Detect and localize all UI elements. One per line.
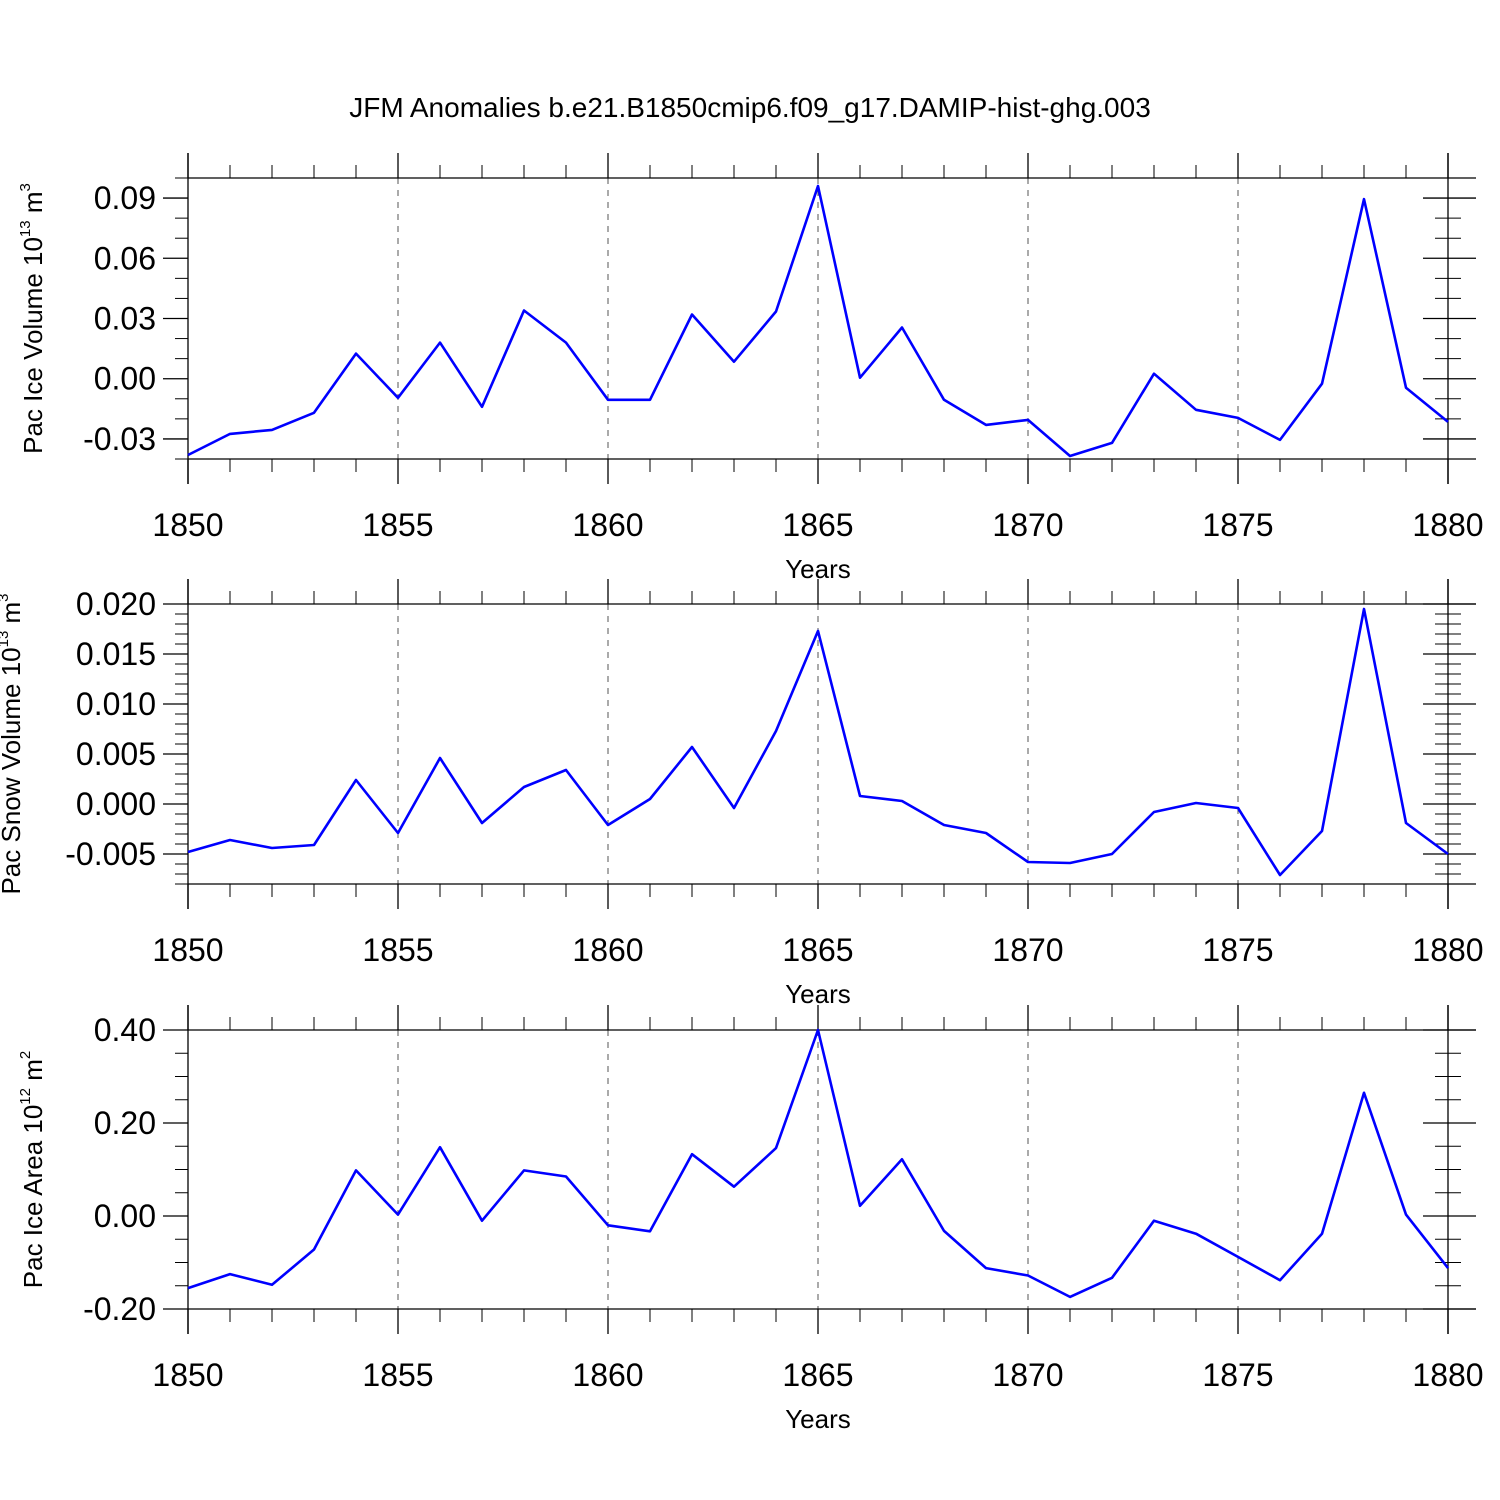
x-tick-label: 1860 (572, 932, 643, 968)
y-tick-label: 0.020 (76, 586, 156, 622)
x-tick-label: 1880 (1412, 507, 1483, 543)
x-tick-label: 1865 (782, 1357, 853, 1393)
x-tick-label: 1870 (992, 507, 1063, 543)
y-tick-label: -0.005 (65, 836, 156, 872)
y-tick-label: 0.03 (94, 301, 156, 337)
x-axis-label: Years (785, 1404, 851, 1434)
series-line (187, 1028, 1450, 1299)
x-tick-label: 1870 (992, 1357, 1063, 1393)
series-line (187, 184, 1449, 458)
x-tick-label: 1875 (1202, 1357, 1273, 1393)
y-axis-label: Pac Ice Volume 1013 m3 (17, 183, 48, 454)
panel-2: 1850 1855 1860 1865 1870 1875 1880 -0.005 0.000 0… (0, 579, 1484, 1009)
x-tick-label: 1880 (1412, 1357, 1483, 1393)
y-tick-label: 0.015 (76, 636, 156, 672)
x-tick-label: 1855 (362, 1357, 433, 1393)
y-tick-label: 0.40 (94, 1012, 156, 1048)
x-tick-label: 1865 (782, 507, 853, 543)
x-tick-label: 1875 (1202, 507, 1273, 543)
y-tick-label: -0.20 (83, 1291, 156, 1327)
y-tick-label: 0.00 (94, 1198, 156, 1234)
x-tick-label: 1855 (362, 932, 433, 968)
x-tick-label: 1850 (152, 1357, 223, 1393)
panel-3: 1850 1855 1860 1865 1870 1875 1880 -0.20 0.00 0.2… (17, 1005, 1484, 1434)
chart-title: JFM Anomalies b.e21.B1850cmip6.f09_g17.D… (349, 92, 1151, 123)
y-axis-label: Pac Snow Volume 1013 m3 (0, 593, 26, 894)
panel-1: 1850 1855 1860 1865 1870 1875 1880 -0.03 0.00 0.0… (17, 153, 1484, 584)
y-tick-label: 0.010 (76, 686, 156, 722)
y-tick-label: 0.09 (94, 180, 156, 216)
y-tick-label: 0.06 (94, 240, 156, 276)
y-tick-label: 0.005 (76, 736, 156, 772)
x-tick-label: 1860 (572, 507, 643, 543)
x-tick-label: 1870 (992, 932, 1063, 968)
x-tick-label: 1880 (1412, 932, 1483, 968)
series-line (187, 607, 1449, 877)
x-tick-label: 1850 (152, 932, 223, 968)
panels: 1850 1855 1860 1865 1870 1875 1880 -0.03 0.00 0.0… (0, 153, 1484, 1434)
y-tick-label: 0.20 (94, 1105, 156, 1141)
x-axis-label: Years (785, 979, 851, 1009)
x-tick-label: 1855 (362, 507, 433, 543)
x-tick-label: 1865 (782, 932, 853, 968)
x-tick-label: 1860 (572, 1357, 643, 1393)
y-tick-label: 0.000 (76, 786, 156, 822)
y-tick-label: 0.00 (94, 361, 156, 397)
x-tick-label: 1850 (152, 507, 223, 543)
y-axis-label: Pac Ice Area 1012 m2 (17, 1051, 48, 1288)
x-tick-label: 1875 (1202, 932, 1273, 968)
y-tick-label: -0.03 (83, 421, 156, 457)
